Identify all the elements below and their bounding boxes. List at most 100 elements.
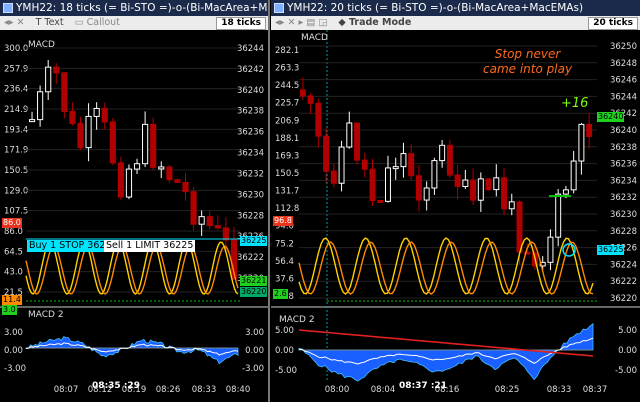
macd2-signal-line bbox=[25, 342, 239, 356]
right-chart-canvas[interactable]: 282.1 263.3 244.5 225.7 206.9 188.1 169.3 150.5… bbox=[271, 30, 640, 402]
left-macd2-axis: 3.00 0.00 -3.00 3.00 0.00 -3.00 bbox=[4, 328, 264, 374]
price-axis-label: 36246 bbox=[610, 76, 637, 86]
macd2-axis-label: 3.00 bbox=[4, 328, 23, 338]
candle-body bbox=[524, 251, 531, 255]
left-axis-label: 193.4 bbox=[4, 125, 28, 135]
candle-body bbox=[369, 168, 376, 201]
candle-body bbox=[158, 166, 165, 170]
callout-tool-button[interactable]: ▭ Callout bbox=[74, 17, 120, 28]
candle-body bbox=[109, 121, 116, 164]
callout-tool-label: Callout bbox=[86, 17, 120, 28]
price-axis-label: 36228 bbox=[237, 211, 264, 221]
left-macd2-label: MACD 2 bbox=[28, 310, 64, 320]
time-axis-label: 08:25 bbox=[495, 385, 520, 395]
candle-body bbox=[190, 191, 197, 225]
right-green-value-tag: 2.6 bbox=[273, 289, 288, 299]
entry-marker bbox=[562, 243, 576, 257]
left-window-titlebar[interactable]: YMH22: 18 ticks (= Bi-STO =)-o-(Bi-MacAr… bbox=[0, 0, 268, 16]
price-axis-label: 36220 bbox=[610, 294, 637, 304]
candle-body bbox=[338, 146, 345, 184]
price-axis-label: 36248 bbox=[610, 59, 637, 69]
time-axis-label: 08:33 bbox=[547, 385, 572, 395]
right-window-title: YMH22: 20 ticks (= Bi-STO =)-o-(Bi-MacAr… bbox=[287, 2, 584, 14]
price-axis-label: 36232 bbox=[237, 169, 264, 179]
left-candles bbox=[28, 60, 238, 280]
candle-body bbox=[384, 167, 391, 202]
left-tick-interval-select[interactable]: 18 ticks bbox=[216, 17, 266, 30]
candle-body bbox=[142, 123, 149, 165]
candle-body bbox=[555, 193, 562, 238]
candle-body bbox=[37, 91, 44, 121]
left-axis-label: 244.5 bbox=[275, 81, 299, 91]
trade-mode-button[interactable]: ◆ Trade Mode bbox=[338, 17, 412, 28]
price-axis-label: 36244 bbox=[610, 92, 637, 102]
price-axis-label: 36236 bbox=[610, 160, 637, 170]
candle-body bbox=[501, 177, 508, 210]
left-red-value-tag: 86.0 bbox=[2, 218, 22, 228]
candle-body bbox=[454, 174, 461, 187]
text-tool-button[interactable]: T Text bbox=[35, 17, 64, 28]
candle-body bbox=[206, 216, 213, 227]
candle-body bbox=[361, 159, 368, 170]
right-cyan-price-tag: 36225 bbox=[597, 245, 625, 255]
macd2-histogram bbox=[25, 336, 239, 365]
candle-body bbox=[462, 179, 469, 187]
right-macd-lines bbox=[298, 237, 594, 295]
time-axis-label: 08:19 bbox=[122, 385, 147, 395]
right-window-titlebar[interactable]: YMH22: 20 ticks (= Bi-STO =)-o-(Bi-MacAr… bbox=[271, 0, 640, 16]
right-macd2-label: MACD 2 bbox=[279, 315, 315, 325]
time-axis-label: 08:40 bbox=[226, 385, 251, 395]
price-axis-label: 36234 bbox=[237, 149, 264, 159]
candle-body bbox=[377, 199, 384, 203]
macd2-axis-label: 5.00 bbox=[618, 326, 637, 336]
macd2-axis-label: 0.00 bbox=[4, 346, 23, 356]
chart-window-icon bbox=[274, 3, 284, 13]
candle-body bbox=[562, 189, 569, 195]
candle-body bbox=[477, 178, 484, 201]
text-tool-label: Text bbox=[44, 17, 64, 28]
price-axis-label: 36232 bbox=[610, 193, 637, 203]
price-axis-label: 36230 bbox=[610, 210, 637, 220]
buy-stop-order[interactable]: Buy 1 STOP 36225 bbox=[27, 240, 120, 252]
time-axis-label: 08:26 bbox=[156, 385, 181, 395]
left-macd-left-axis: 300.0 257.9 236.4 214.9 193.4 171.9 150.5 129.0… bbox=[4, 44, 28, 298]
time-axis-label: 08:04 bbox=[371, 385, 396, 395]
right-macd2-axis: 5.00 0.00 -5.00 5.00 0.00 -5.00 bbox=[275, 326, 637, 376]
macd2-axis-label: -3.00 bbox=[4, 364, 26, 374]
right-tick-interval-select[interactable]: 20 ticks bbox=[588, 17, 638, 30]
price-axis-label: 36222 bbox=[610, 277, 637, 287]
price-axis-label: 36234 bbox=[610, 176, 637, 186]
time-axis-label: 08:37 bbox=[583, 385, 608, 395]
candle-body bbox=[516, 201, 523, 253]
candle-body bbox=[150, 123, 157, 168]
macd2-trend-line bbox=[298, 329, 594, 357]
macd2-axis-label: 0.00 bbox=[245, 346, 264, 356]
left-axis-label: 263.3 bbox=[275, 64, 299, 74]
sell-limit-order[interactable]: Sell 1 LIMIT 36225 bbox=[104, 240, 196, 252]
left-toolbar-nav[interactable]: ◂▸ ✕ bbox=[4, 17, 25, 28]
macd2-axis-label: -5.00 bbox=[275, 366, 297, 376]
left-orange-value-tag: 11.4 bbox=[2, 295, 22, 305]
left-axis-label: 129.0 bbox=[4, 186, 28, 196]
candle-body bbox=[125, 168, 133, 198]
left-chart-canvas[interactable]: 300.0 257.9 236.4 214.9 193.4 171.9 150.5 129.0… bbox=[0, 30, 268, 402]
left-axis-label: 37.6 bbox=[275, 274, 294, 284]
price-axis-label: 36224 bbox=[610, 260, 637, 270]
right-toolbar-nav[interactable]: ◂▸ ✕ ▸ ▤ ◲ bbox=[275, 17, 328, 28]
candle-body bbox=[346, 122, 353, 148]
chart-window-icon bbox=[3, 3, 13, 13]
candle-body bbox=[166, 166, 173, 181]
candle-body bbox=[45, 66, 52, 93]
left-axis-label: 188.1 bbox=[275, 134, 299, 144]
trade-mode-label: Trade Mode bbox=[348, 17, 412, 28]
candle-body bbox=[198, 216, 205, 225]
price-axis-label: 36250 bbox=[610, 42, 637, 52]
macd-fast-line bbox=[25, 241, 239, 295]
left-axis-label: 21.5 bbox=[4, 288, 23, 298]
time-axis-label: 08:33 bbox=[192, 385, 217, 395]
candle-body bbox=[570, 160, 577, 191]
left-axis-label: 169.3 bbox=[275, 151, 299, 161]
candle-body bbox=[53, 66, 60, 74]
price-axis-label: 36236 bbox=[237, 128, 264, 138]
candle-body bbox=[323, 135, 330, 172]
